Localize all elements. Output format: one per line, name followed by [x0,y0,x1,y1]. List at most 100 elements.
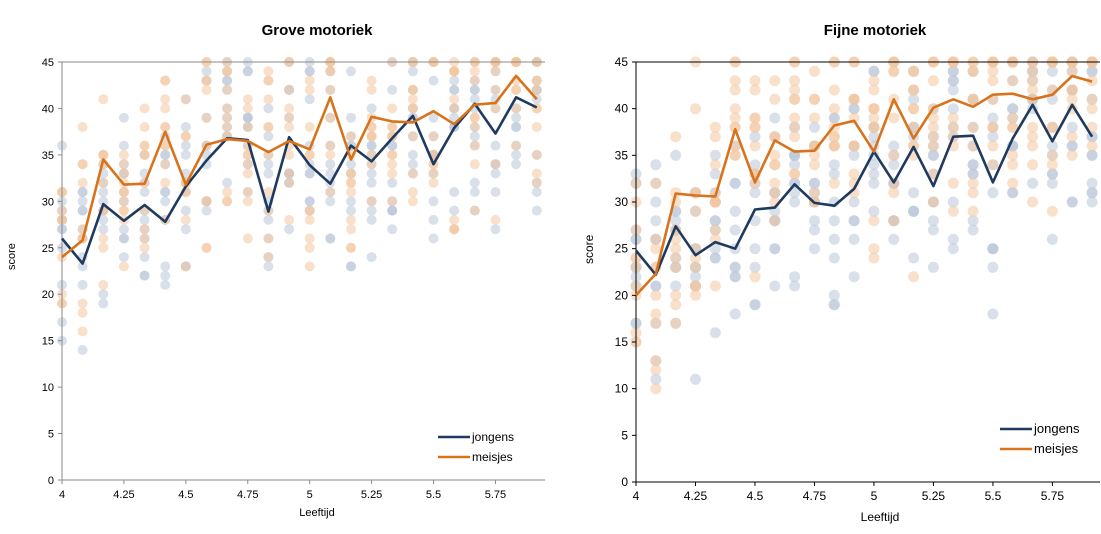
score-point [77,122,88,132]
score-point [690,271,701,283]
score-point [848,196,860,208]
score-point [1027,159,1039,171]
score-point [868,205,880,217]
score-point [888,149,900,161]
score-point [908,271,920,283]
score-point [180,205,191,216]
score-point [201,196,212,207]
score-point [407,196,418,207]
score-point [789,112,801,124]
score-point [868,252,880,264]
score-point [263,131,274,142]
score-point [469,66,480,77]
score-point [828,233,840,245]
score-point [304,196,315,207]
score-point [650,280,662,292]
score-point [729,103,741,115]
score-point [769,159,781,171]
y-tick-label: 30 [615,195,629,209]
score-point [304,214,315,225]
score-point [690,252,701,264]
score-point [98,233,109,244]
scatter-points [57,57,542,355]
score-point [769,149,781,161]
series-line-jongens [634,103,1094,277]
score-point [201,75,212,86]
score-point [927,140,939,152]
score-point [346,187,356,197]
score-point [947,177,959,189]
score-point [428,196,439,207]
score-point [449,84,460,95]
score-point [888,187,900,199]
score-point [848,93,860,105]
score-point [650,196,662,208]
score-point [789,121,801,133]
score-point [789,280,801,292]
score-point [139,122,150,132]
score-point [670,131,682,143]
score-point [987,131,999,143]
score-point [387,84,398,95]
x-tick-label: 5.5 [985,489,1002,503]
score-point [967,187,979,199]
score-point [304,261,315,272]
score-point [263,103,274,114]
score-point [222,177,233,188]
score-point [888,233,900,245]
score-point [407,149,418,160]
score-point [387,205,398,216]
score-point [908,205,920,217]
y-tick-label: 20 [42,289,54,301]
score-point [1046,159,1058,171]
score-point [284,214,295,225]
score-point [1046,233,1058,245]
score-point [828,84,840,96]
score-point [201,84,212,95]
score-point [947,196,959,208]
score-point [346,196,356,207]
score-point [927,112,939,124]
score-point [366,140,377,151]
x-tick-label: 4 [59,489,65,501]
score-point [729,308,741,320]
score-point [709,215,721,227]
legend-label-meisjes: meisjes [472,450,513,464]
score-point [346,66,356,77]
score-point [868,168,880,180]
score-point [987,308,999,320]
score-point [1007,75,1019,87]
chart-title: Grove motoriek [261,22,373,39]
y-tick-label: 5 [48,429,54,441]
x-tick-label: 4.5 [747,489,764,503]
score-point [868,103,880,115]
score-point [650,233,662,245]
score-point [947,233,959,245]
score-point [139,252,150,263]
score-point [469,140,480,151]
score-point [511,103,522,114]
score-point [1007,121,1019,133]
score-point [908,103,920,115]
score-point [325,66,336,77]
score-point [366,252,377,263]
score-point [242,159,253,170]
score-point [650,308,662,320]
score-point [118,187,129,197]
score-point [284,84,295,95]
score-point [967,224,979,236]
x-tick-label: 4.5 [178,489,193,501]
score-point [222,187,233,197]
score-point [346,214,356,225]
x-tick-label: 4.75 [803,489,827,503]
score-point [1066,121,1078,133]
score-point [1066,65,1078,77]
score-point [868,121,880,133]
score-point [428,177,439,188]
score-point [242,187,253,197]
score-point [888,140,900,152]
score-point [469,122,480,132]
score-point [769,93,781,105]
score-point [77,196,88,207]
score-point [511,140,522,151]
